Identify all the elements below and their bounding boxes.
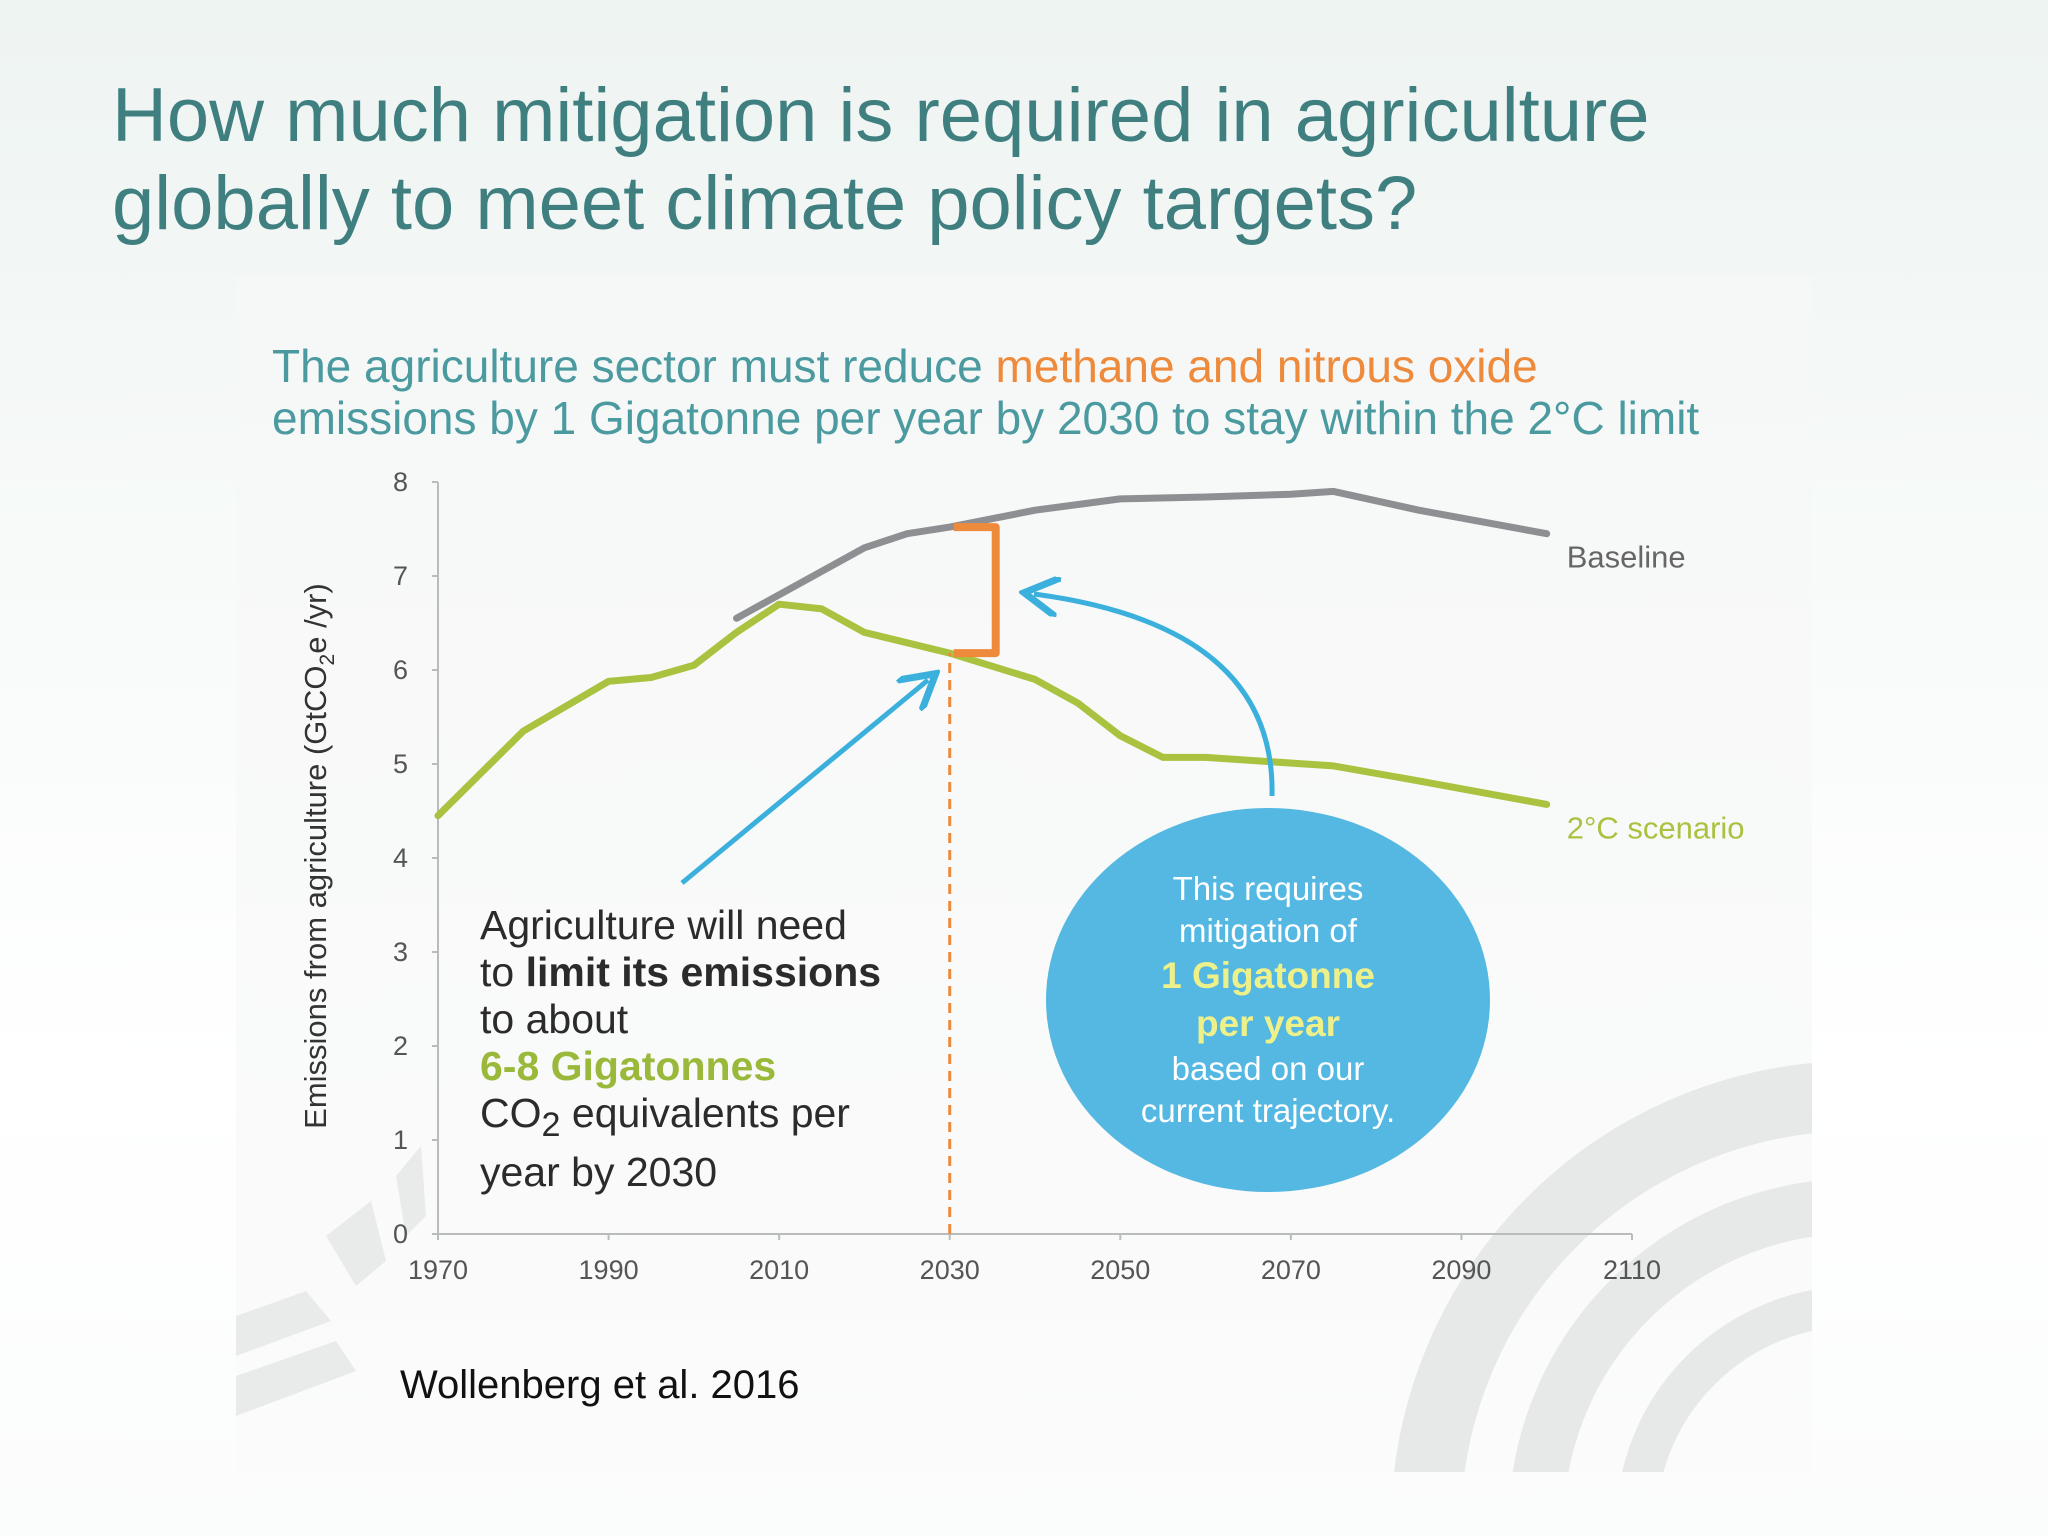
note-line5: CO2 equivalents per	[480, 1090, 1000, 1149]
chart-panel: The agriculture sector must reduce metha…	[236, 276, 1812, 1472]
y-tick-label: 1	[393, 1125, 408, 1155]
bubble-line2: mitigation of	[1179, 912, 1357, 949]
x-tick-label: 2110	[1603, 1255, 1661, 1285]
y-axis-title: Emissions from agriculture (GtCO2e /yr)	[298, 583, 339, 1129]
note-line3: to about	[480, 996, 629, 1042]
x-tick-label: 2070	[1261, 1255, 1321, 1285]
gap-bracket	[953, 523, 1000, 658]
note-line6: year by 2030	[480, 1149, 718, 1196]
series-line-2c-scenario	[434, 600, 1551, 820]
bubble-line6: current trajectory.	[1140, 1092, 1396, 1129]
note-line5-co: CO	[480, 1090, 542, 1136]
note-line4-highlight: 6-8 Gigatonnes	[480, 1043, 777, 1089]
y-tick-label: 8	[393, 467, 408, 497]
y-tick-label: 6	[393, 655, 408, 685]
y-tick-label: 2	[393, 1031, 408, 1061]
annotation-limit-emissions: Agriculture will need to limit its emiss…	[480, 902, 1000, 1196]
y-title-subscript: 2	[316, 654, 339, 666]
y-tick-label: 3	[393, 937, 408, 967]
x-tick-label: 2090	[1431, 1255, 1491, 1285]
y-tick-label: 5	[393, 749, 408, 779]
y-tick-label: 4	[393, 843, 408, 873]
citation: Wollenberg et al. 2016	[400, 1363, 800, 1407]
line-chart: 0 1 2 3 4 5 6 7 8 1970 1990 2010 2030 2050 2070 2090 211…	[298, 467, 1745, 1285]
slide-title: How much mitigation is required in agric…	[112, 72, 1962, 248]
mitigation-bubble: This requires mitigation of 1 Gigatonne …	[1046, 808, 1490, 1192]
arrow-to-2030-point	[680, 680, 928, 885]
series-label-baseline: Baseline	[1567, 540, 1686, 575]
note-line5-sub: 2	[541, 1106, 561, 1145]
note-line2-bold: limit its emissions	[525, 949, 882, 995]
chart-heading-part1: The agriculture sector must reduce	[272, 340, 996, 392]
x-tick-label: 2050	[1090, 1255, 1150, 1285]
watermark-arcs	[236, 1063, 1812, 1472]
x-tick-label: 2010	[749, 1255, 809, 1285]
y-title-part: e /yr)	[298, 583, 333, 654]
series-line-baseline	[733, 487, 1551, 622]
y-tick-label: 7	[393, 561, 408, 591]
x-tick-label: 2030	[920, 1255, 980, 1285]
note-line5-rest: equivalents per	[560, 1090, 850, 1136]
bubble-line4: per year	[1196, 1003, 1340, 1044]
y-tick-label: 0	[393, 1219, 408, 1249]
series-label-2c-scenario: 2°C scenario	[1567, 810, 1745, 845]
chart-heading-line2: emissions by 1 Gigatonne per year by 203…	[272, 392, 1700, 444]
bubble-line1: This requires	[1172, 870, 1364, 907]
chart-heading-line1: The agriculture sector must reduce metha…	[272, 340, 1792, 392]
chart-heading: The agriculture sector must reduce metha…	[272, 340, 1792, 444]
y-title-part: Emissions from agriculture (GtCO	[298, 665, 333, 1128]
note-line2-prefix: to	[480, 949, 526, 995]
x-tick-label: 1990	[579, 1255, 639, 1285]
note-line1: Agriculture will need	[480, 902, 847, 948]
x-tick-label: 1970	[408, 1255, 468, 1285]
bubble-line3: 1 Gigatonne	[1161, 955, 1375, 996]
bubble-line5: based on our	[1171, 1050, 1365, 1087]
note-line2: to limit its emissions	[480, 949, 1000, 996]
arrow-to-gap-bracket	[1034, 594, 1275, 797]
slide-title-line2: globally to meet climate policy targets?	[112, 161, 1418, 246]
chart-heading-highlight: methane and nitrous oxide	[995, 340, 1538, 392]
slide-title-line1: How much mitigation is required in agric…	[112, 73, 1650, 158]
